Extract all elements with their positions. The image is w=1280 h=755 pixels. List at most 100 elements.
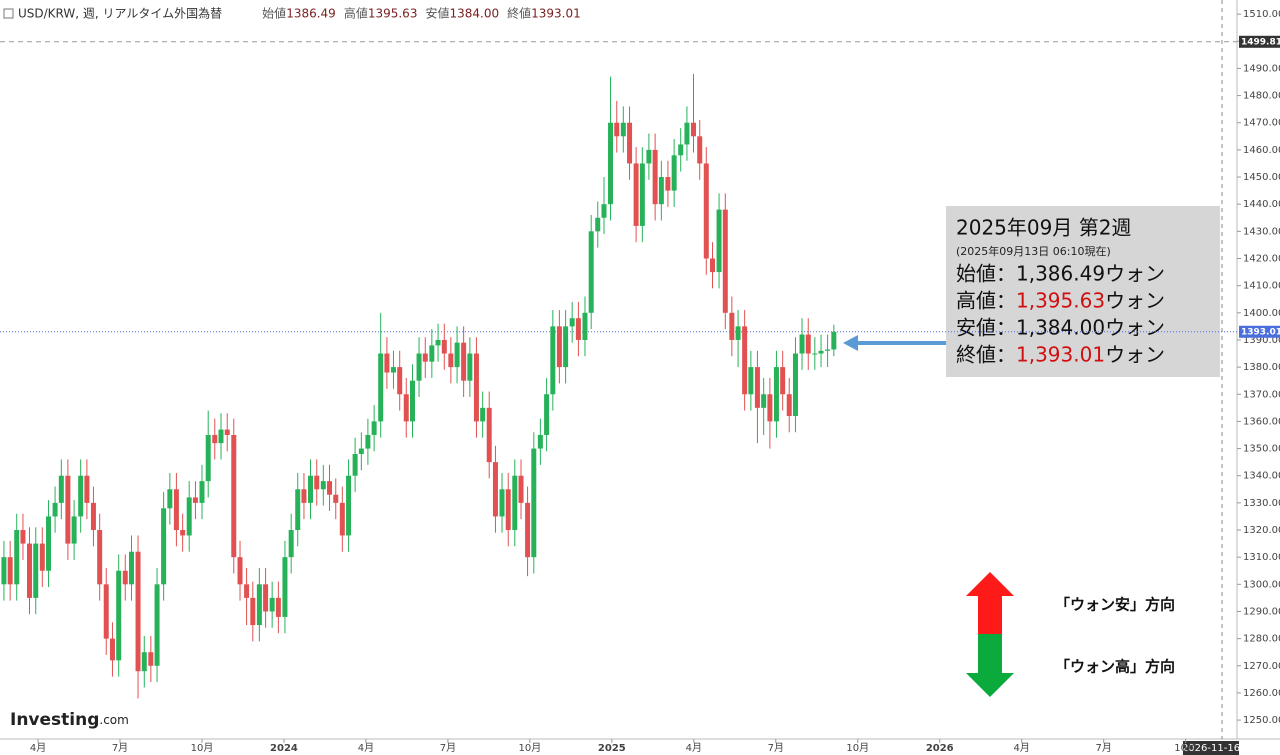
candle-body	[46, 516, 52, 571]
candle-body	[735, 326, 741, 340]
info-row-value: 1,386.49	[1016, 262, 1105, 286]
y-tick-label: 1320.00	[1243, 525, 1280, 536]
candle-body	[71, 516, 77, 544]
candle-body	[620, 122, 626, 137]
candle-body	[244, 584, 250, 598]
header-field-label: 終値	[507, 6, 531, 21]
header-symbol: USD/KRW, 週, リアルタイム外国為替	[18, 7, 222, 21]
x-tick-label: 7月	[440, 742, 456, 754]
header-field-value: 1395.63	[368, 7, 418, 21]
legend-up: 「ウォン安」方向	[1055, 596, 1175, 614]
y-tick-label: 1380.00	[1243, 362, 1280, 373]
candle-body	[27, 543, 33, 598]
candle-body	[518, 475, 524, 503]
candle-body	[346, 475, 352, 536]
candle-body	[308, 475, 314, 503]
candle-body	[563, 326, 569, 368]
y-tick-label: 1310.00	[1243, 552, 1280, 563]
info-row-unit: ウォン	[1105, 343, 1165, 367]
info-row-unit: ウォン	[1105, 316, 1165, 340]
candle-body	[327, 481, 333, 495]
candle-body	[378, 353, 384, 422]
x-tick-label: 10月	[1174, 742, 1197, 754]
candle-body	[78, 475, 84, 517]
y-tick-label: 1390.00	[1243, 335, 1280, 346]
candle-body	[409, 380, 415, 422]
header-field-value: 1393.01	[531, 7, 581, 21]
candle-body	[141, 652, 147, 672]
candle-body	[263, 584, 269, 612]
candle-body	[339, 502, 345, 536]
candle-body	[422, 353, 428, 362]
header-field-label: 始値	[262, 6, 286, 21]
candle-body	[128, 551, 134, 585]
x-tick-label: 4月	[1014, 742, 1030, 754]
x-tick-label: 10月	[846, 742, 869, 754]
pointer-arrow-head	[843, 335, 858, 351]
y-tick-label: 1400.00	[1243, 308, 1280, 319]
candle-body	[218, 429, 224, 444]
header-field-value: 1384.00	[449, 7, 499, 21]
y-tick-label: 1420.00	[1243, 253, 1280, 264]
candle-body	[805, 334, 811, 354]
legend-down: 「ウォン高」方向	[1055, 658, 1175, 676]
candle-body	[250, 597, 256, 626]
candle-body	[601, 204, 607, 218]
x-tick-label: 4月	[30, 742, 46, 754]
logo-suffix: .com	[99, 713, 128, 727]
candle-body	[333, 494, 339, 503]
candle-body	[320, 481, 326, 490]
candle-body	[295, 489, 301, 531]
header-icon	[3, 8, 14, 19]
candle-body	[627, 122, 633, 164]
candle-body	[58, 475, 64, 503]
x-tick-label: 2024	[270, 743, 298, 754]
candle-body	[90, 502, 96, 531]
candle-body	[154, 584, 160, 666]
candle-body	[544, 394, 550, 435]
candle-body	[275, 597, 281, 617]
y-tick-label: 1260.00	[1243, 688, 1280, 699]
info-row-value: 1,393.01	[1016, 343, 1105, 367]
reference-label-box	[1239, 35, 1280, 48]
info-row-label: 始値：	[956, 262, 1016, 286]
candle-body	[371, 421, 377, 435]
info-row-label: 終値：	[956, 343, 1016, 367]
candle-body	[97, 530, 103, 585]
up-arrow	[966, 572, 1014, 634]
candle-body	[161, 508, 167, 585]
info-row-unit: ウォン	[1105, 262, 1165, 286]
candle-body	[435, 339, 441, 346]
info-row-value: 1,395.63	[1016, 289, 1105, 313]
cursor-label: 2026-11-16	[1182, 743, 1240, 754]
candle-body	[652, 149, 658, 205]
candle-body	[818, 350, 824, 354]
candle-body	[116, 570, 122, 661]
y-tick-label: 1290.00	[1243, 606, 1280, 617]
candle-body	[269, 597, 275, 612]
y-tick-label: 1450.00	[1243, 172, 1280, 183]
candle-body	[690, 122, 696, 137]
candle-body	[703, 163, 709, 259]
candle-body	[767, 394, 773, 422]
y-tick-label: 1370.00	[1243, 389, 1280, 400]
candle-body	[646, 149, 652, 164]
candle-body	[358, 448, 364, 454]
candle-body	[390, 367, 396, 373]
x-tick-label: 4月	[358, 742, 374, 754]
candle-body	[486, 407, 492, 463]
x-tick-label: 10月	[519, 742, 542, 754]
candle-body	[135, 551, 141, 672]
candle-body	[588, 231, 594, 313]
candle-body	[448, 353, 454, 368]
candle-body	[748, 367, 754, 395]
candle-body	[461, 342, 467, 381]
y-tick-label: 1440.00	[1243, 199, 1280, 210]
candle-body	[582, 312, 588, 340]
candle-body	[595, 217, 601, 232]
y-tick-label: 1480.00	[1243, 91, 1280, 102]
candle-body	[122, 570, 128, 585]
y-tick-label: 1360.00	[1243, 416, 1280, 427]
candle-body	[792, 353, 798, 416]
